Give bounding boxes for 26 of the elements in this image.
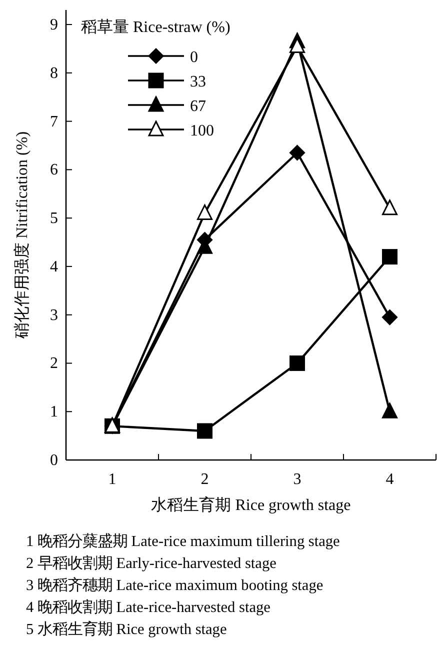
annotation: 2 早稻收割期 Early-rice-harvested stage [26, 555, 276, 572]
y-axis-title: 硝化作用强度 Nitrification (%) [13, 131, 31, 340]
x-tick-label: 4 [386, 471, 394, 488]
y-tick-label: 6 [50, 162, 58, 179]
y-tick-label: 5 [50, 210, 58, 228]
y-tick-label: 4 [50, 258, 58, 276]
y-tick-label: 7 [50, 113, 58, 130]
x-tick-label: 1 [108, 471, 116, 488]
y-tick-label: 1 [50, 404, 58, 421]
x-tick-label: 3 [293, 471, 302, 488]
legend-label: 100 [190, 122, 214, 140]
legend-label: 33 [190, 74, 206, 90]
annotation: 1 晚稻分蘖盛期 Late-rice maximum tillering stage [26, 533, 340, 550]
y-tick-label: 8 [50, 64, 58, 82]
legend-label: 67 [190, 98, 206, 115]
x-axis-title: 水稻生育期 Rice growth stage [151, 496, 351, 514]
legend-title: 稻草量 Rice-straw (%) [81, 18, 230, 36]
y-tick-label: 0 [50, 452, 58, 469]
y-tick-label: 3 [50, 306, 58, 324]
annotation: 4 晚稻收割期 Late-rice-harvested stage [26, 599, 270, 616]
annotation: 5 水稻生育期 Rice growth stage [26, 621, 227, 638]
legend-label: 0 [190, 49, 198, 66]
annotation: 3 晚稻齐穗期 Late-rice maximum booting stage [26, 577, 324, 594]
y-tick-label: 9 [50, 16, 58, 34]
x-tick-label: 2 [200, 471, 209, 488]
y-tick-label: 2 [50, 355, 58, 372]
